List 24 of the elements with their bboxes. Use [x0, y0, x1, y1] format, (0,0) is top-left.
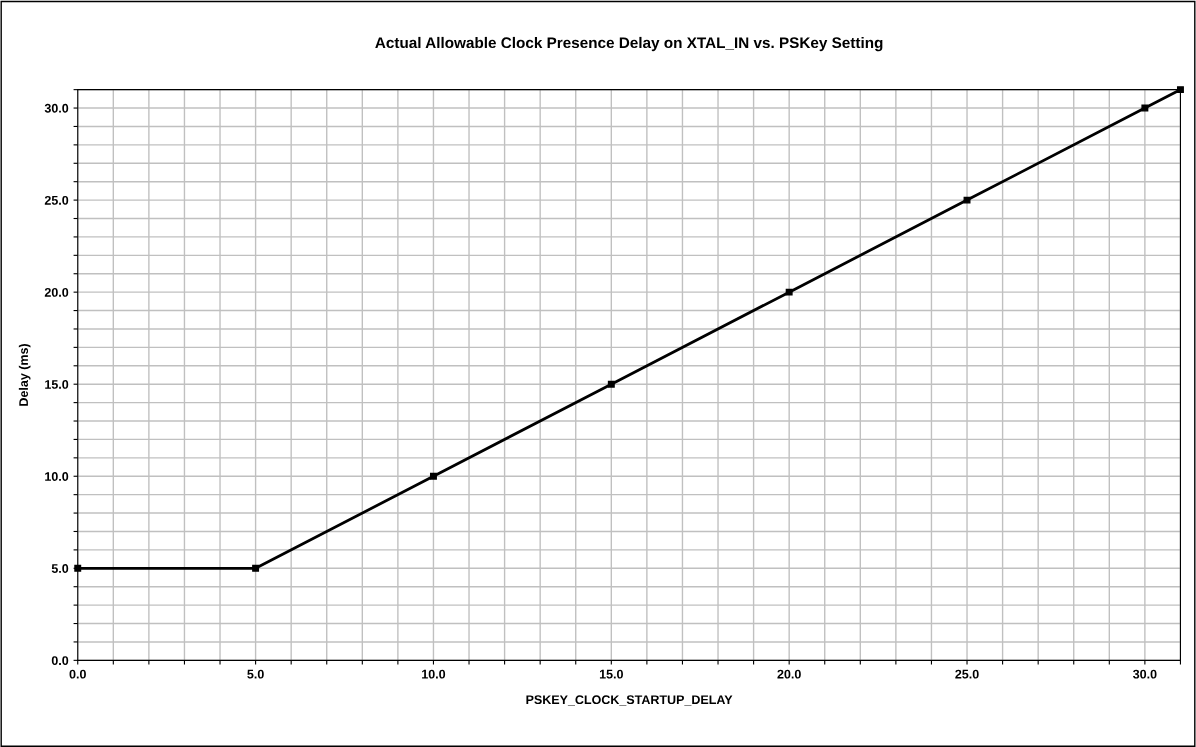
point — [1176, 86, 1184, 94]
point — [785, 288, 793, 296]
y-tick-label: 30.0 — [44, 103, 69, 113]
y-tick-label: 15.0 — [45, 380, 69, 389]
x-tick-label: 0.0 — [69, 669, 86, 679]
y-tick-label: 5.0 — [51, 564, 69, 573]
x-tick-label: 10.0 — [422, 669, 446, 679]
point — [429, 472, 437, 480]
x-tick-label: 30.0 — [1133, 669, 1157, 679]
y-axis-title: Delay (ms) — [18, 344, 31, 406]
y-tick-label: 25.0 — [44, 195, 69, 205]
chart-title: Actual Allowable Clock Presence Delay on XTAL_IN vs. PSKey Setting — [375, 36, 883, 52]
x-tick-label: 20.0 — [777, 669, 801, 679]
point — [607, 380, 615, 388]
y-tick-label: 10.0 — [45, 472, 69, 481]
point — [963, 196, 971, 204]
y-tick-label: 20.0 — [44, 287, 69, 297]
point — [1141, 104, 1149, 112]
x-tick-label: 15.0 — [599, 669, 623, 679]
x-tick-label: 5.0 — [247, 669, 264, 679]
x-axis-title: PSKEY_CLOCK_STARTUP_DELAY — [526, 695, 733, 706]
y-tick-label: 0.0 — [51, 656, 69, 665]
x-tick-label: 25.0 — [955, 669, 979, 679]
point — [252, 564, 260, 572]
